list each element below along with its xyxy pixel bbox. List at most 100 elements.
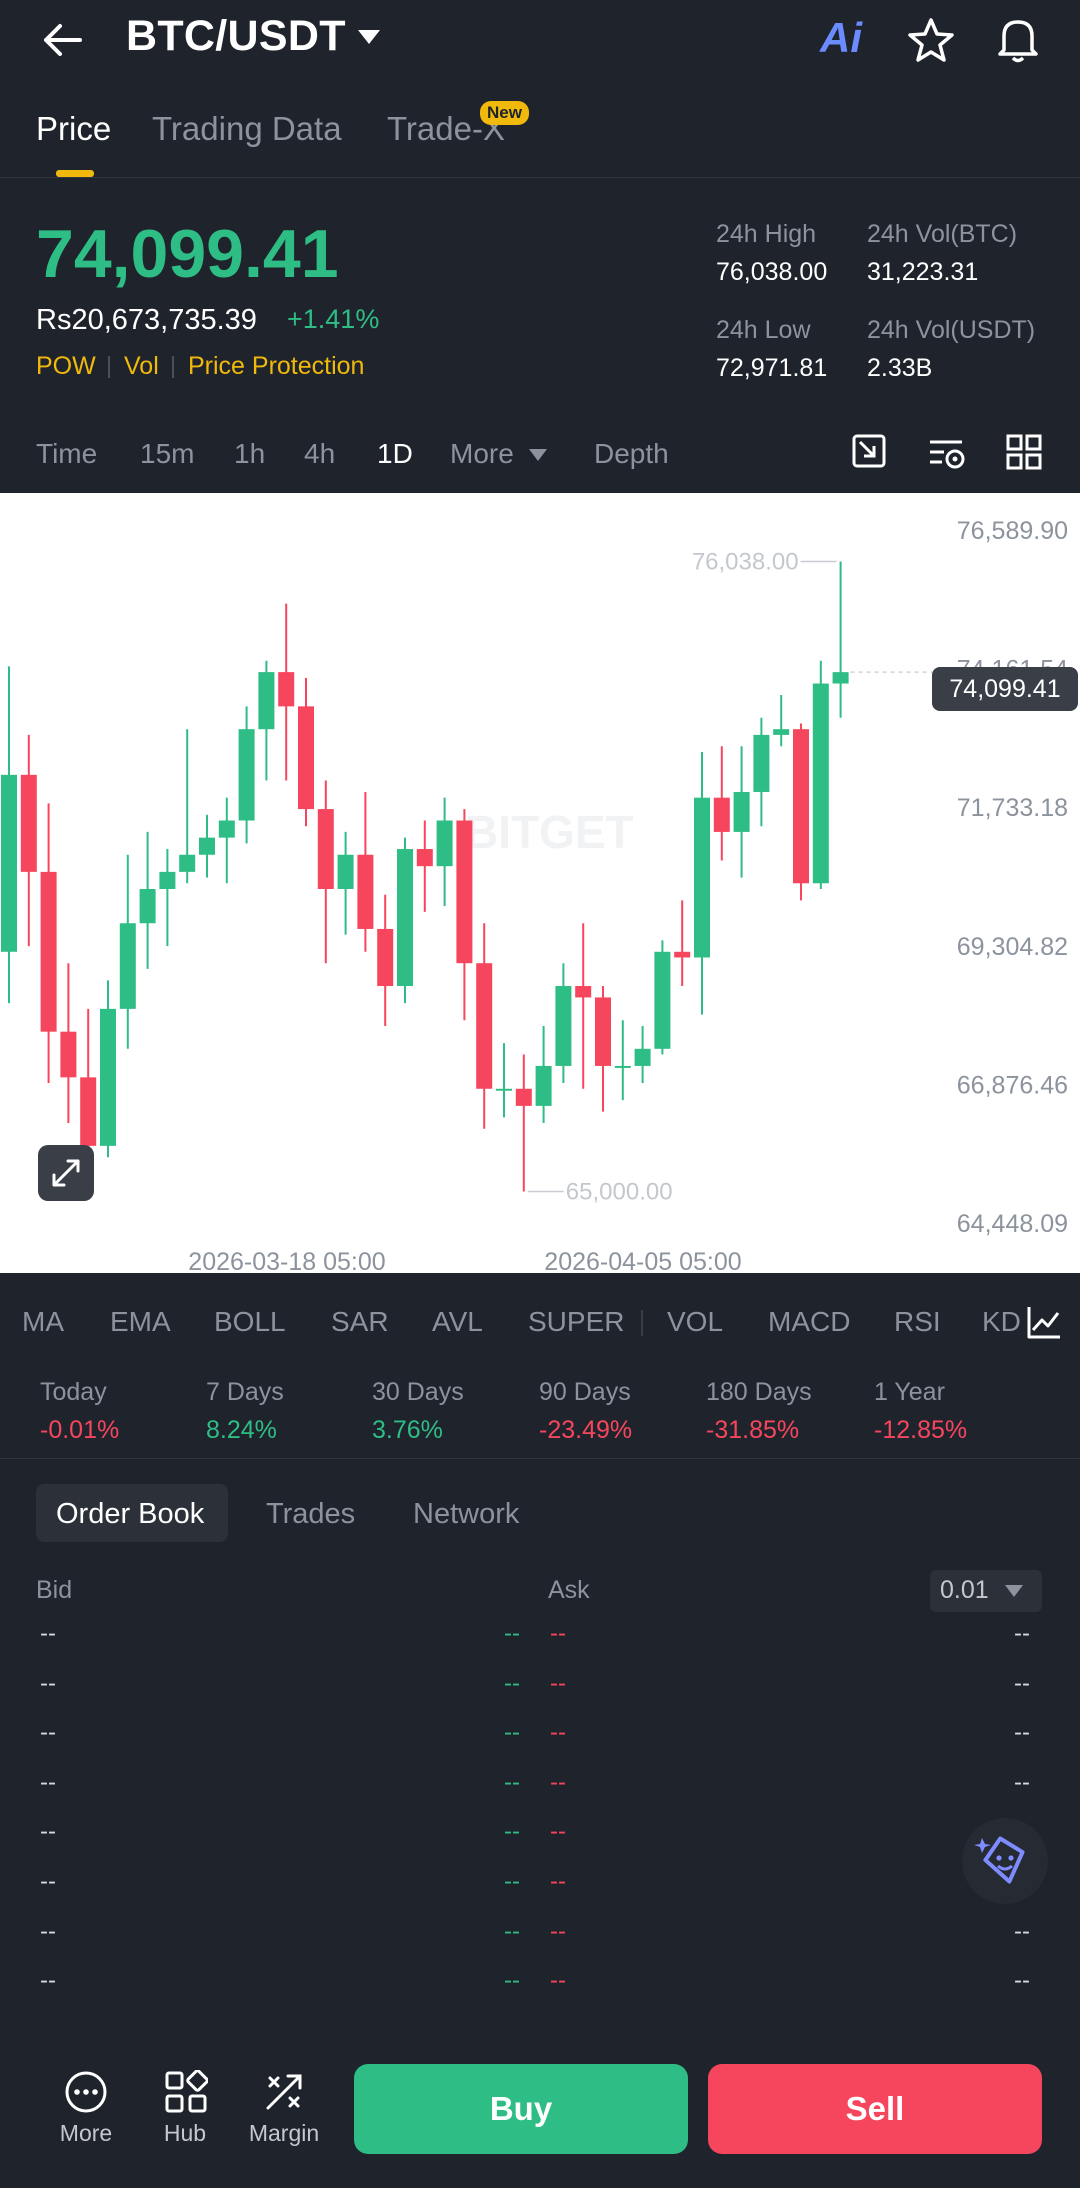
- ask-price[interactable]: --: [550, 1917, 566, 1945]
- interval-4h[interactable]: 4h: [304, 438, 336, 469]
- bid-amount[interactable]: --: [504, 1818, 520, 1846]
- interval-more[interactable]: More: [450, 438, 514, 469]
- indicator-sar[interactable]: SAR: [331, 1306, 389, 1337]
- indicator-vol[interactable]: VOL: [667, 1306, 724, 1337]
- candle-body[interactable]: [832, 672, 849, 684]
- candle-body[interactable]: [159, 871, 176, 889]
- candle-body[interactable]: [654, 951, 671, 1049]
- candle-body[interactable]: [397, 849, 413, 987]
- ask-price[interactable]: --: [550, 1719, 566, 1747]
- candle-body[interactable]: [40, 871, 57, 1032]
- candle-body[interactable]: [713, 797, 730, 832]
- tab-trades[interactable]: Trades: [266, 1498, 356, 1530]
- interval-1d[interactable]: 1D: [377, 438, 413, 469]
- interval-15m[interactable]: 15m: [140, 438, 195, 469]
- candle-body[interactable]: [139, 888, 156, 924]
- candle-body[interactable]: [535, 1065, 552, 1106]
- more-circle-icon[interactable]: [64, 2070, 108, 2114]
- tab-order-book-bg[interactable]: [36, 1484, 228, 1542]
- ask-price[interactable]: --: [550, 1868, 566, 1895]
- interval-time[interactable]: Time: [36, 438, 98, 469]
- ask-amount[interactable]: --: [1014, 1967, 1030, 1995]
- indicator-ema[interactable]: EMA: [110, 1306, 171, 1337]
- bid-amount[interactable]: --: [504, 1917, 520, 1945]
- candle-body[interactable]: [595, 997, 611, 1066]
- nav-margin-label[interactable]: Margin: [248, 2120, 320, 2146]
- tab-price[interactable]: Price: [36, 110, 112, 147]
- bid-price[interactable]: --: [40, 1868, 56, 1895]
- tab-network[interactable]: Network: [413, 1498, 520, 1530]
- candle-body[interactable]: [20, 774, 37, 872]
- candle-body[interactable]: [436, 820, 453, 867]
- candle-body[interactable]: [238, 729, 255, 821]
- candle-body[interactable]: [674, 951, 691, 958]
- bid-amount[interactable]: --: [504, 1967, 520, 1995]
- indicator-avl[interactable]: AVL: [432, 1306, 483, 1337]
- ask-price[interactable]: --: [550, 1818, 566, 1846]
- ask-amount[interactable]: --: [1014, 1669, 1030, 1697]
- ask-price[interactable]: --: [550, 1620, 566, 1647]
- candle-body[interactable]: [218, 820, 235, 838]
- tab-order-book[interactable]: Order Book: [56, 1498, 205, 1530]
- candle-body[interactable]: [793, 729, 809, 884]
- ai-helper-fab[interactable]: [962, 1818, 1048, 1904]
- ask-amount[interactable]: --: [1014, 1917, 1030, 1945]
- indicator-boll[interactable]: BOLL: [214, 1306, 286, 1337]
- indicator-settings-icon[interactable]: [1024, 1302, 1064, 1342]
- candle-body[interactable]: [753, 734, 770, 792]
- candle-body[interactable]: [317, 809, 334, 889]
- nav-more-label[interactable]: More: [59, 2120, 113, 2146]
- candle-body[interactable]: [694, 797, 710, 958]
- chart-crop-icon[interactable]: [850, 432, 890, 472]
- candle-body[interactable]: [812, 683, 829, 884]
- margin-icon[interactable]: [262, 2070, 306, 2114]
- candle-body[interactable]: [298, 706, 314, 810]
- bid-price[interactable]: --: [40, 1818, 56, 1846]
- candle-body[interactable]: [60, 1031, 77, 1078]
- candle-body[interactable]: [100, 1008, 116, 1146]
- candle-body[interactable]: [278, 672, 295, 707]
- bid-price[interactable]: --: [40, 1620, 56, 1647]
- nav-hub-label[interactable]: Hub: [163, 2120, 207, 2146]
- indicator-rsi[interactable]: RSI: [894, 1306, 941, 1337]
- bid-amount[interactable]: --: [504, 1620, 520, 1647]
- candle-body[interactable]: [119, 923, 136, 1009]
- bid-amount[interactable]: --: [504, 1768, 520, 1796]
- tag-vol[interactable]: Vol: [124, 352, 159, 380]
- candle-body[interactable]: [1, 774, 17, 952]
- bid-amount[interactable]: --: [504, 1669, 520, 1697]
- candle-body[interactable]: [416, 849, 433, 867]
- fullscreen-button[interactable]: [38, 1145, 94, 1201]
- indicator-ma[interactable]: MA: [22, 1306, 64, 1337]
- ask-amount[interactable]: --: [1014, 1620, 1030, 1647]
- pair-title[interactable]: BTC/USDT: [126, 12, 346, 60]
- buy-button[interactable]: Buy: [354, 2064, 688, 2154]
- candle-body[interactable]: [555, 986, 572, 1066]
- ask-price[interactable]: --: [550, 1967, 566, 1995]
- layout-grid-icon[interactable]: [1004, 432, 1044, 472]
- notification-bell-icon[interactable]: [994, 14, 1042, 64]
- ask-amount[interactable]: --: [1014, 1768, 1030, 1796]
- candle-body[interactable]: [496, 1088, 512, 1091]
- tag-pow[interactable]: POW: [36, 352, 96, 380]
- ask-price[interactable]: --: [550, 1768, 566, 1796]
- chart-settings-icon[interactable]: [926, 432, 968, 472]
- sell-button[interactable]: Sell: [708, 2064, 1042, 2154]
- candle-body[interactable]: [377, 928, 394, 987]
- bid-price[interactable]: --: [40, 1669, 56, 1697]
- indicator-super[interactable]: SUPER: [528, 1306, 625, 1337]
- precision-select[interactable]: 0.01: [930, 1570, 1042, 1612]
- candle-body[interactable]: [357, 854, 374, 929]
- hub-icon[interactable]: [164, 2070, 208, 2114]
- candle-body[interactable]: [634, 1048, 651, 1066]
- favorite-star-icon[interactable]: [906, 16, 956, 64]
- candle-body[interactable]: [476, 963, 493, 1089]
- bid-price[interactable]: --: [40, 1917, 56, 1945]
- candle-body[interactable]: [337, 854, 354, 889]
- bid-price[interactable]: --: [40, 1967, 56, 1995]
- indicator-macd[interactable]: MACD: [768, 1306, 851, 1337]
- pair-dropdown-icon[interactable]: [356, 28, 382, 46]
- ai-assistant-icon[interactable]: Ai: [820, 14, 862, 61]
